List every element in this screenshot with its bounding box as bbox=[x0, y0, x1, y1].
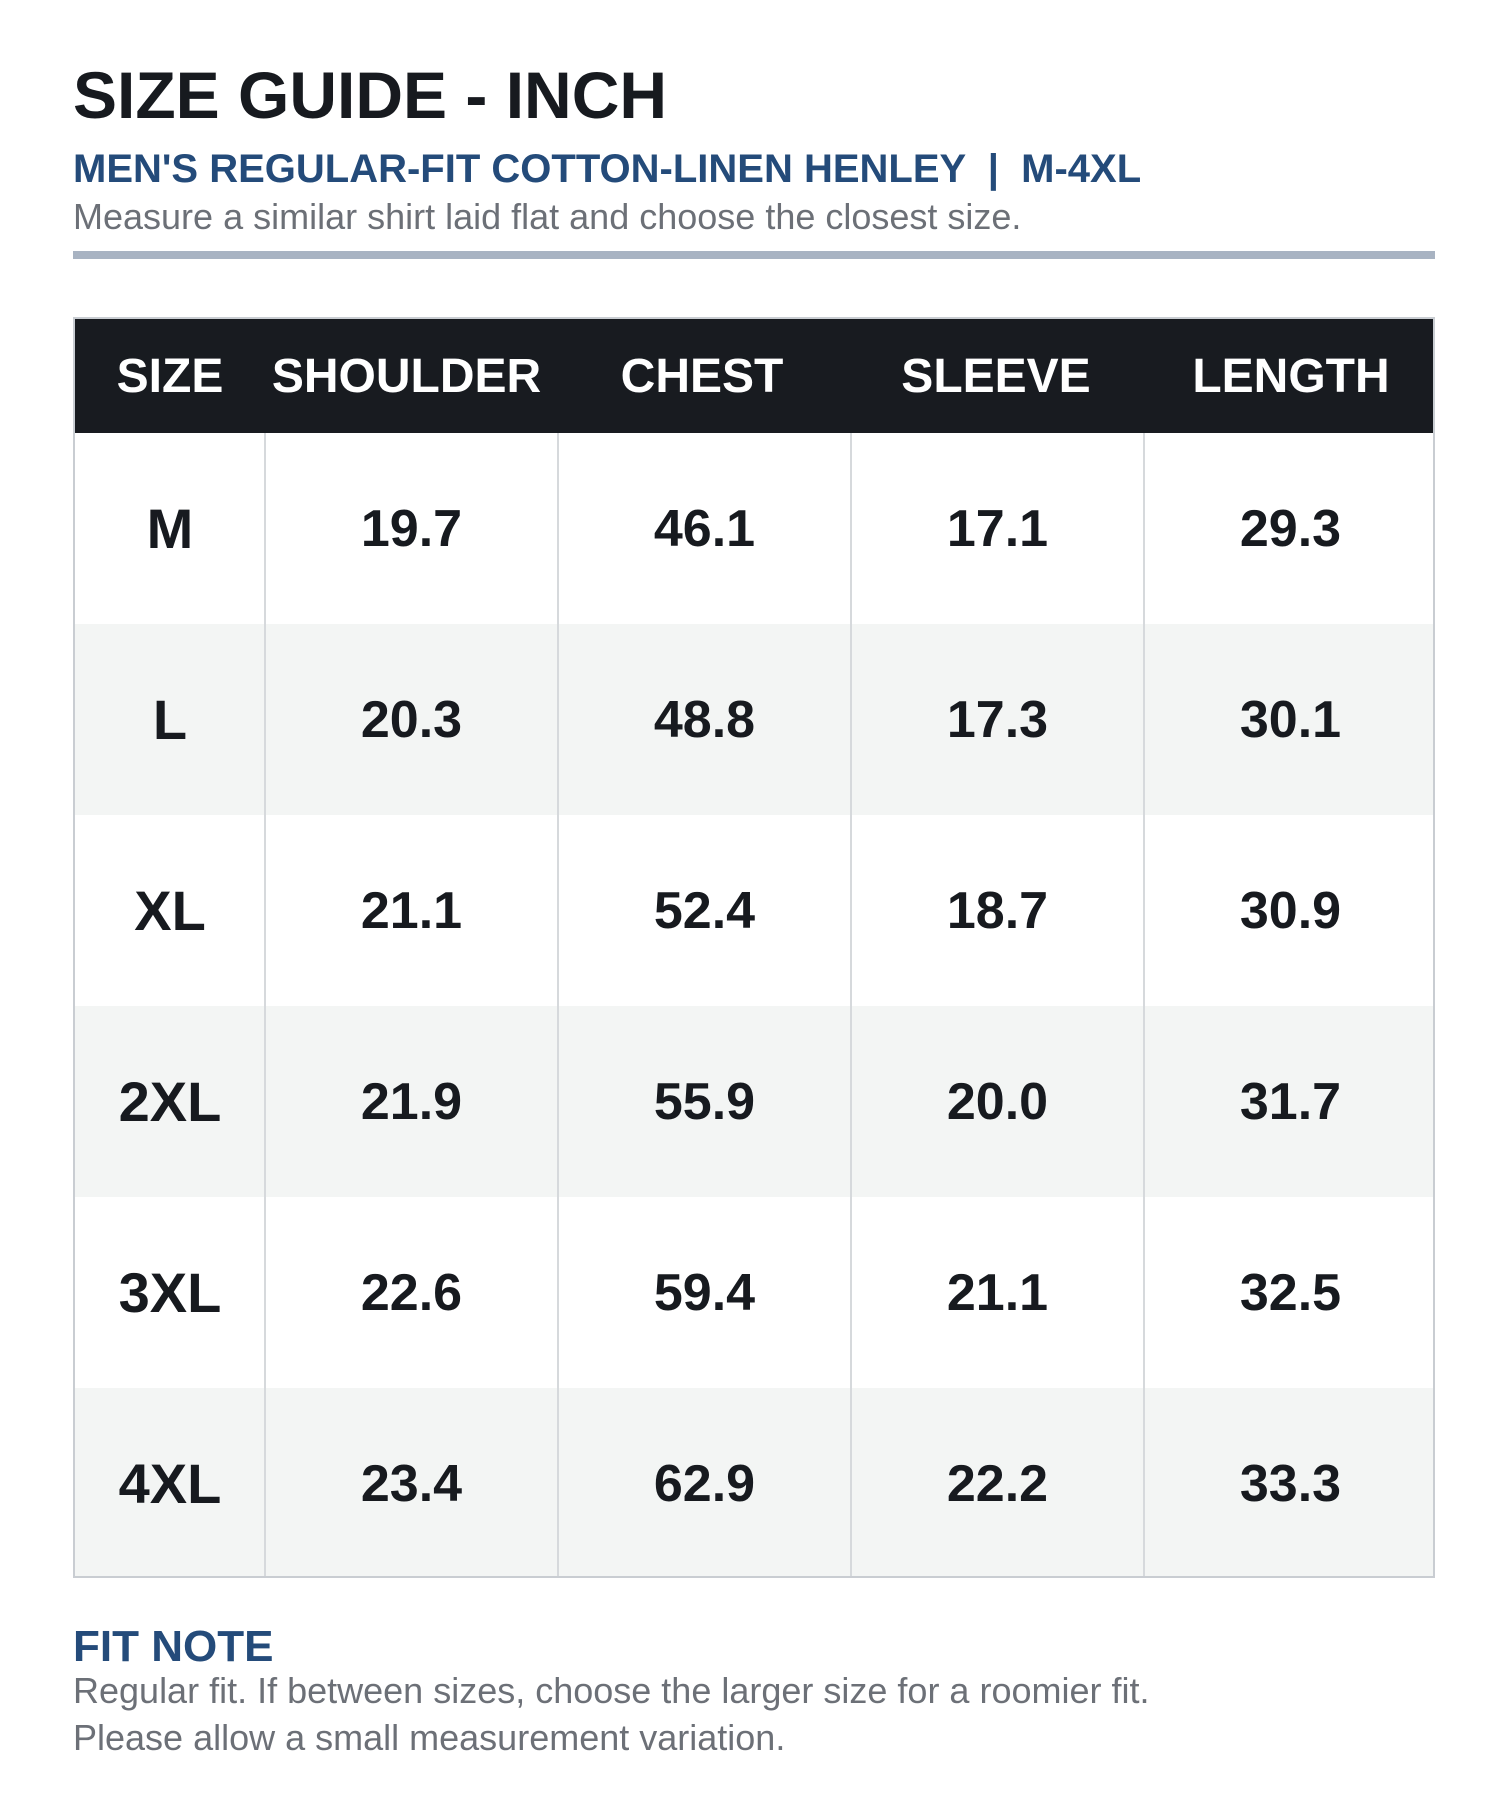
length-cell: 29.3 bbox=[1239, 499, 1342, 558]
shoulder-cell: 19.7 bbox=[360, 499, 463, 558]
fit-note-title: FIT NOTE bbox=[73, 1622, 274, 1671]
length-cell: 30.1 bbox=[1239, 690, 1342, 749]
shoulder-cell: 22.6 bbox=[360, 1263, 463, 1322]
column-header-sleeve: SLEEVE bbox=[901, 349, 1091, 403]
size-cell: 4XL bbox=[118, 1452, 222, 1515]
product-subtitle: MEN'S REGULAR-FIT COTTON-LINEN HENLEY | … bbox=[73, 147, 1142, 191]
size-cell: L bbox=[152, 688, 188, 751]
page-title: SIZE GUIDE - INCH bbox=[73, 58, 668, 132]
length-cell: 30.9 bbox=[1239, 881, 1342, 940]
size-table: SIZE SHOULDER CHEST SLEEVE LENGTH M 19.7… bbox=[73, 317, 1435, 1578]
column-header-shoulder: SHOULDER bbox=[271, 349, 542, 403]
sleeve-cell: 18.7 bbox=[946, 881, 1049, 940]
sleeve-cell: 21.1 bbox=[946, 1263, 1049, 1322]
shoulder-cell: 21.9 bbox=[360, 1072, 463, 1131]
chest-cell: 52.4 bbox=[653, 881, 756, 940]
column-header-length: LENGTH bbox=[1192, 349, 1390, 403]
fit-note-line: Please allow a small measurement variati… bbox=[73, 1717, 786, 1758]
size-cell: 3XL bbox=[118, 1261, 222, 1324]
table-row: 4XL 23.4 62.9 22.2 33.3 bbox=[75, 1388, 1433, 1576]
column-divider bbox=[557, 433, 559, 1576]
measurement-instruction: Measure a similar shirt laid flat and ch… bbox=[73, 196, 1022, 237]
table-body: M 19.7 46.1 17.1 29.3 L 20.3 48.8 17.3 3… bbox=[75, 433, 1433, 1576]
size-cell: 2XL bbox=[118, 1070, 222, 1133]
table-header: SIZE SHOULDER CHEST SLEEVE LENGTH bbox=[75, 319, 1433, 433]
column-divider bbox=[264, 433, 266, 1576]
shoulder-cell: 21.1 bbox=[360, 881, 463, 940]
sleeve-cell: 22.2 bbox=[946, 1454, 1049, 1513]
size-cell: M bbox=[146, 497, 194, 560]
size-guide-page: SIZE GUIDE - INCH MEN'S REGULAR-FIT COTT… bbox=[73, 0, 1435, 1800]
fit-note-line: Regular fit. If between sizes, choose th… bbox=[73, 1670, 1150, 1711]
column-header-chest: CHEST bbox=[620, 349, 784, 403]
length-cell: 33.3 bbox=[1239, 1454, 1342, 1513]
chest-cell: 46.1 bbox=[653, 499, 756, 558]
column-divider bbox=[1143, 433, 1145, 1576]
sleeve-cell: 20.0 bbox=[946, 1072, 1049, 1131]
chest-cell: 55.9 bbox=[653, 1072, 756, 1131]
sleeve-cell: 17.3 bbox=[946, 690, 1049, 749]
chest-cell: 62.9 bbox=[653, 1454, 756, 1513]
title-divider bbox=[73, 251, 1435, 259]
length-cell: 32.5 bbox=[1239, 1263, 1342, 1322]
table-row: 2XL 21.9 55.9 20.0 31.7 bbox=[75, 1006, 1433, 1197]
table-row: L 20.3 48.8 17.3 30.1 bbox=[75, 624, 1433, 815]
length-cell: 31.7 bbox=[1239, 1072, 1342, 1131]
table-row: 3XL 22.6 59.4 21.1 32.5 bbox=[75, 1197, 1433, 1388]
sleeve-cell: 17.1 bbox=[946, 499, 1049, 558]
table-row: XL 21.1 52.4 18.7 30.9 bbox=[75, 815, 1433, 1006]
table-row: M 19.7 46.1 17.1 29.3 bbox=[75, 433, 1433, 624]
size-cell: XL bbox=[134, 879, 206, 942]
chest-cell: 59.4 bbox=[653, 1263, 756, 1322]
shoulder-cell: 20.3 bbox=[360, 690, 463, 749]
shoulder-cell: 23.4 bbox=[360, 1454, 463, 1513]
column-divider bbox=[850, 433, 852, 1576]
column-header-size: SIZE bbox=[116, 349, 224, 403]
chest-cell: 48.8 bbox=[653, 690, 756, 749]
